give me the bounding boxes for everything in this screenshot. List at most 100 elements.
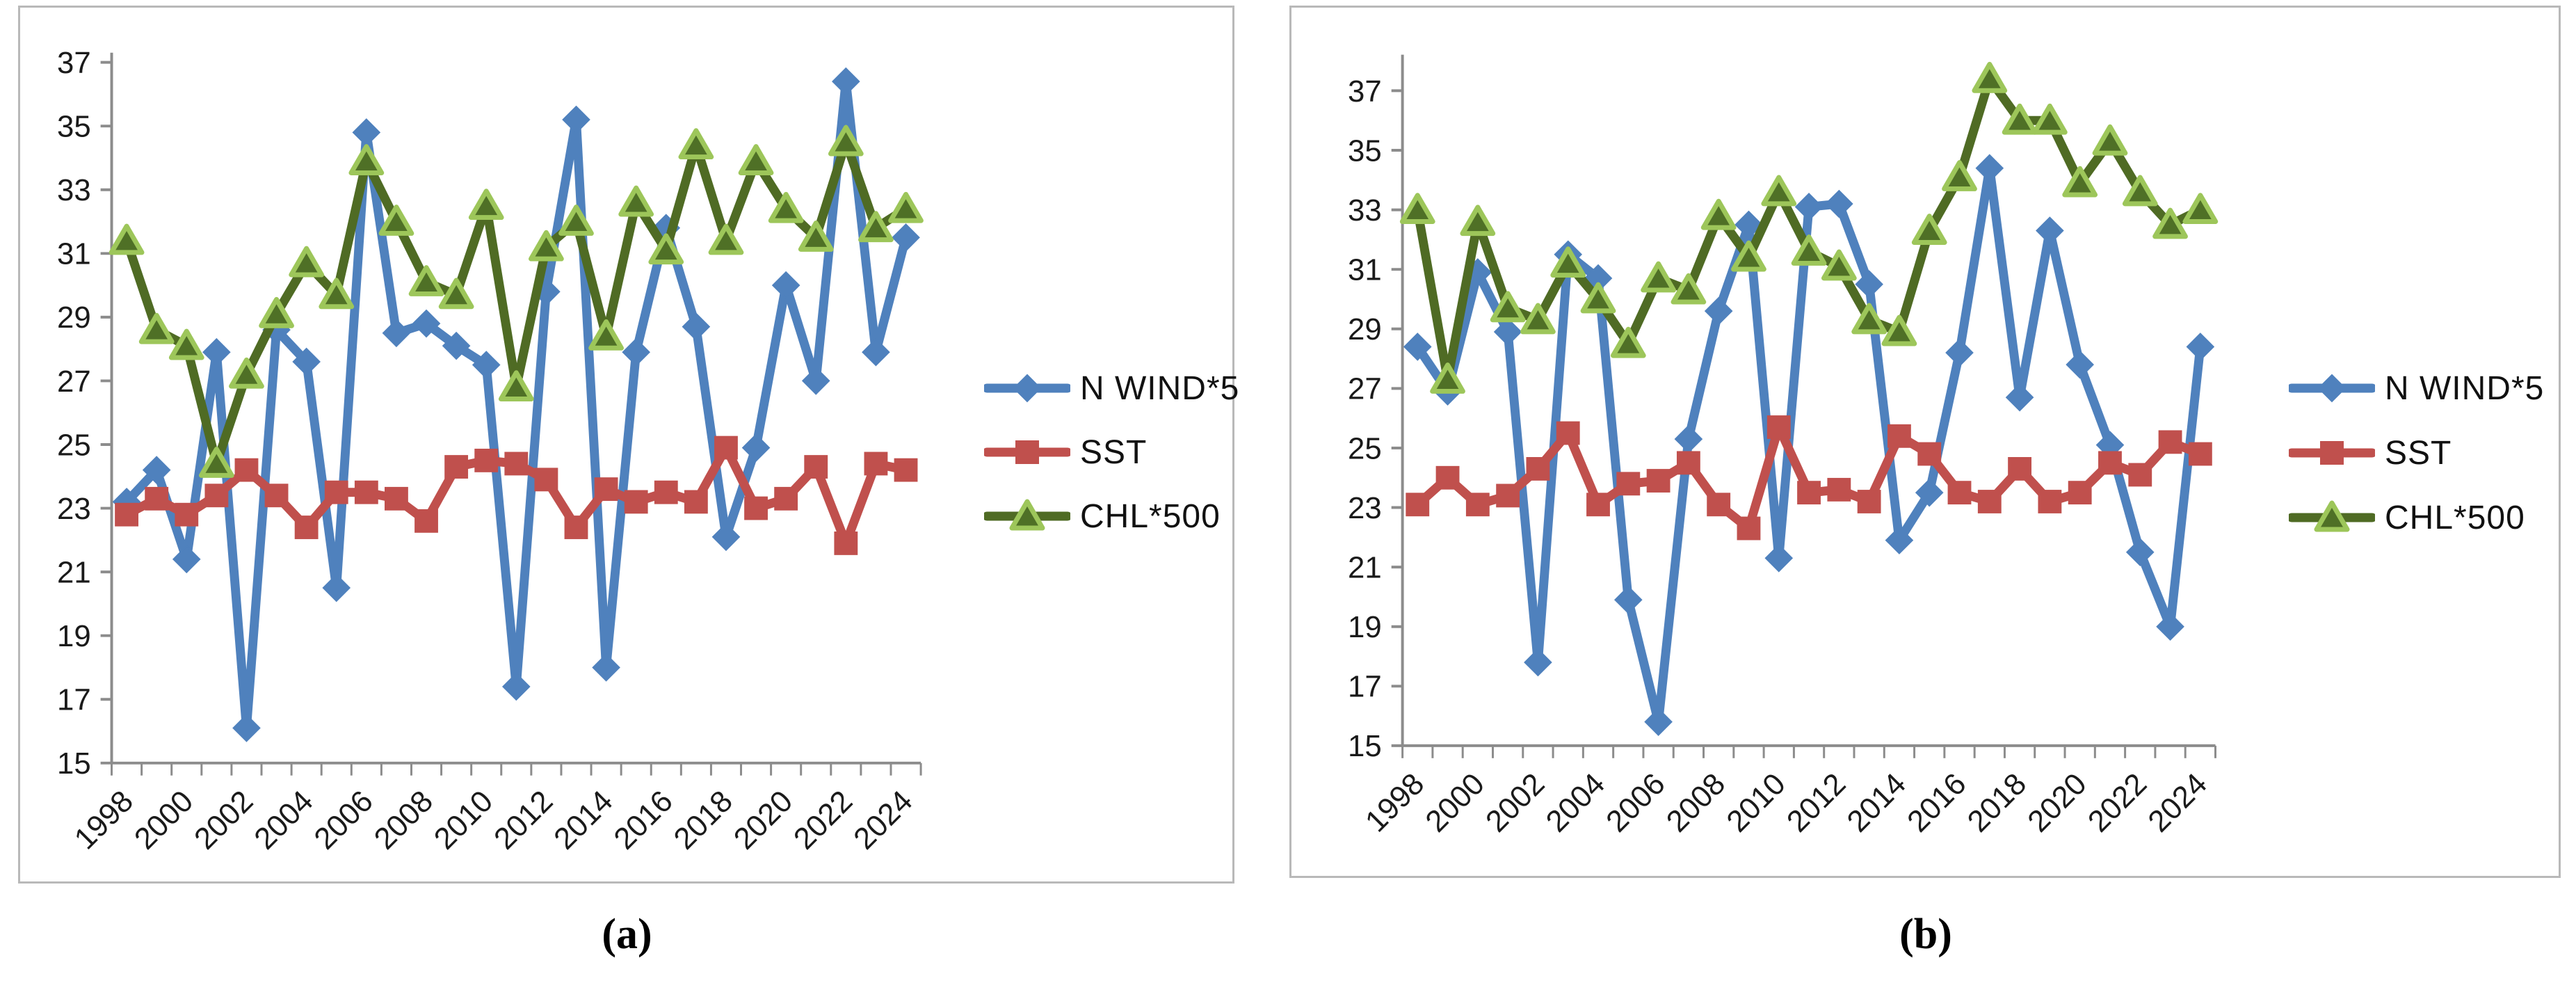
legend-item-sst: SST: [2289, 432, 2452, 474]
square-marker: [2068, 481, 2092, 505]
triangle-marker: [678, 128, 714, 160]
triangle-marker: [1671, 273, 1707, 305]
triangle-marker: [2152, 207, 2188, 239]
y-tick-label: 31: [57, 237, 91, 271]
triangle-marker: [1399, 193, 1435, 225]
square-marker: [864, 451, 888, 476]
series-n-wind-5: [112, 67, 920, 742]
x-tick-label: 2010: [428, 784, 500, 856]
diamond-marker: [862, 337, 890, 367]
legend-item-n-wind-5: N WIND*5: [2289, 367, 2544, 409]
legend-item-n-wind-5: N WIND*5: [984, 367, 1239, 409]
triangle-marker: [348, 144, 385, 175]
square-marker: [2098, 451, 2122, 475]
x-tick-label: 2010: [1720, 767, 1792, 839]
series-chl-500: [108, 125, 924, 478]
triangle-marker: [408, 265, 444, 296]
diamond-marker: [2317, 374, 2346, 403]
triangle-marker: [289, 246, 325, 278]
x-tick-label: 2022: [2082, 767, 2154, 839]
triangle-marker: [888, 191, 924, 223]
square-marker: [744, 496, 768, 520]
diamond-marker: [232, 714, 261, 742]
diamond-marker: [1855, 270, 1883, 298]
triangle-marker: [708, 223, 744, 255]
series-line: [122, 77, 910, 733]
y-tick-label: 29: [57, 301, 91, 335]
square-marker: [444, 455, 469, 479]
y-tick-label: 21: [57, 555, 91, 589]
plot-area: 15 17 19 21 23 25 27 29 31 33 35 37 1998200020022004…: [1348, 54, 2219, 839]
square-marker: [2128, 463, 2152, 487]
triangle-swatch-icon: [2289, 500, 2375, 532]
triangle-marker: [738, 144, 774, 175]
triangle-marker: [378, 205, 414, 236]
square-marker: [594, 477, 618, 502]
x-tick-label: 2006: [307, 784, 380, 856]
triangle-marker: [1610, 326, 1646, 358]
legend-item-chl-500: CHL*500: [2289, 497, 2525, 538]
square-marker: [204, 483, 229, 508]
x-tick-label: 2002: [1479, 767, 1552, 839]
x-tick-label: 2008: [368, 784, 440, 856]
x-tick-label: 2018: [1961, 767, 2034, 839]
square-marker: [115, 502, 139, 527]
diamond-marker: [741, 433, 771, 462]
diamond-marker: [622, 337, 650, 367]
diamond-marker: [1704, 296, 1733, 326]
y-tick-label: 35: [1348, 134, 1382, 168]
square-marker: [1646, 469, 1671, 493]
x-tick-label: 2014: [1840, 767, 1913, 839]
x-tick-label: 2000: [128, 784, 200, 856]
x-tick-label: 2006: [1600, 767, 1672, 839]
legend-label: SST: [2385, 434, 2452, 472]
diamond-marker: [202, 337, 231, 367]
square-swatch-icon: [2289, 441, 2375, 465]
diamond-marker: [472, 351, 501, 379]
x-tick-label: 1998: [68, 784, 140, 856]
triangle-marker: [198, 447, 234, 478]
triangle-marker: [798, 221, 834, 252]
diamond-marker: [442, 331, 471, 360]
triangle-marker: [2002, 103, 2038, 135]
legend-label: CHL*500: [2385, 499, 2525, 536]
triangle-marker: [1851, 303, 1887, 335]
square-marker: [1556, 421, 1580, 445]
square-marker: [1857, 490, 1881, 513]
x-tick-label: 2012: [488, 784, 560, 856]
square-marker: [474, 448, 499, 472]
triangle-marker: [1641, 261, 1676, 293]
y-tick-label: 27: [1348, 372, 1382, 406]
square-marker: [1917, 442, 1942, 466]
diamond-marker: [1915, 478, 1944, 507]
square-marker: [1766, 415, 1791, 439]
square-marker: [1465, 493, 1490, 517]
y-tick-label: 37: [57, 46, 91, 80]
x-tick-label: 2002: [188, 784, 260, 856]
caption-a: (a): [602, 911, 652, 958]
diamond-marker: [682, 312, 711, 341]
triangle-marker: [2122, 175, 2158, 207]
y-tick-label: 21: [1348, 550, 1382, 584]
triangle-marker: [319, 278, 355, 310]
diamond-marker: [1794, 193, 1824, 221]
x-tick-label: 2004: [1540, 767, 1612, 839]
diamond-marker: [2186, 333, 2215, 361]
diamond-marker: [501, 672, 531, 701]
square-marker: [1616, 472, 1641, 496]
triangle-marker: [1460, 205, 1496, 237]
diamond-swatch-icon: [984, 374, 1070, 403]
x-tick-label: 2016: [1901, 767, 1973, 839]
square-marker: [1947, 481, 1972, 505]
y-tick-label: 17: [57, 683, 91, 717]
diamond-marker: [2036, 216, 2064, 245]
x-tick-label: 2020: [727, 784, 800, 856]
square-marker: [145, 486, 169, 511]
square-marker: [2008, 456, 2032, 481]
square-marker: [175, 502, 199, 527]
diamond-marker: [412, 309, 441, 338]
x-tick-label: 2008: [1660, 767, 1732, 839]
triangle-marker: [1430, 362, 1465, 394]
y-tick-label: 29: [1348, 312, 1382, 346]
square-marker: [774, 486, 798, 511]
